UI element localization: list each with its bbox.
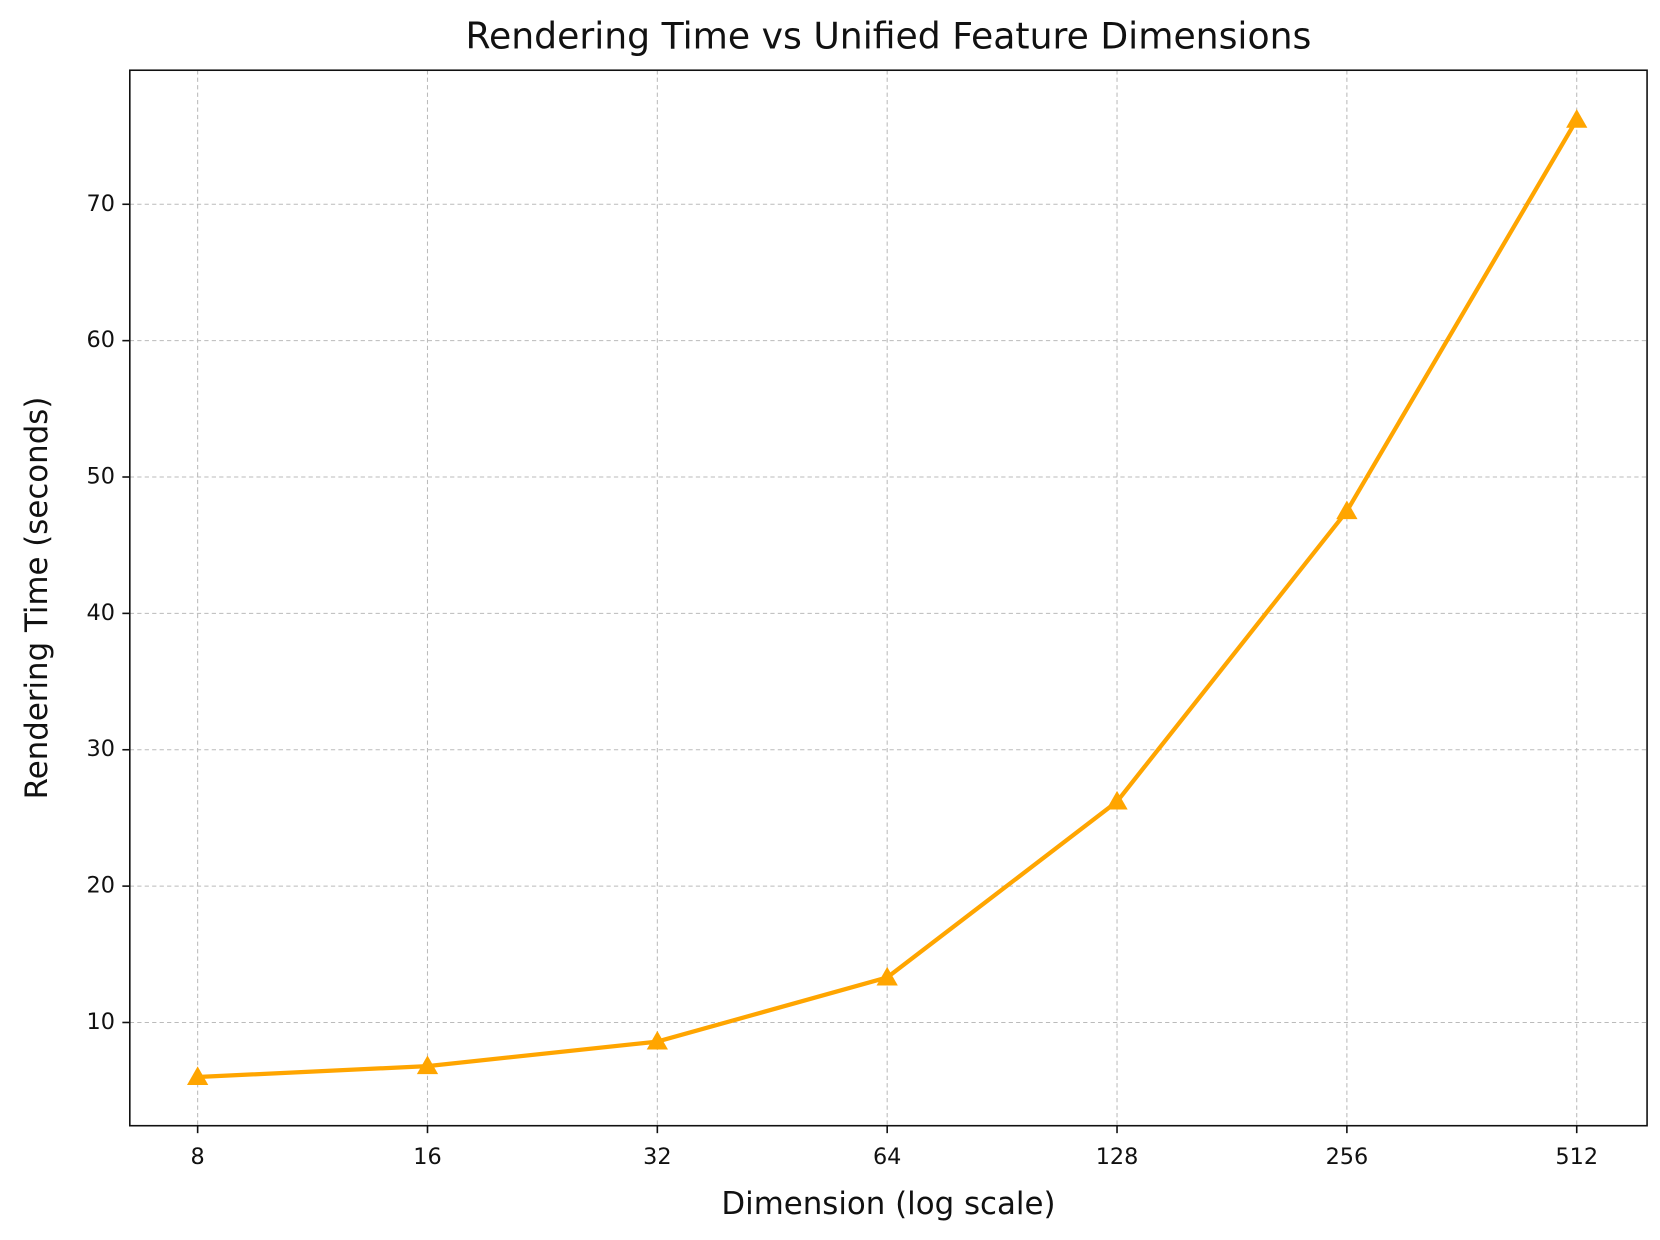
x-tick-label: 128 [1096, 1144, 1139, 1170]
y-tick-label: 20 [86, 873, 114, 899]
y-tick-label: 40 [86, 600, 114, 626]
x-axis-label: Dimension (log scale) [721, 1186, 1055, 1222]
data-point [646, 1030, 668, 1050]
x-tick-label: 64 [873, 1144, 901, 1170]
data-point [187, 1066, 209, 1086]
y-tick-label: 50 [86, 464, 114, 490]
chart-body: Rendering Time vs Unified Feature Dimens… [19, 14, 1648, 1222]
x-tick-label: 32 [643, 1144, 671, 1170]
x-tick-label: 256 [1326, 1144, 1369, 1170]
data-point [416, 1055, 439, 1075]
x-tick-label: 512 [1555, 1144, 1598, 1170]
data-point [876, 966, 898, 986]
data-line [197, 118, 1579, 1080]
chart-title: Rendering Time vs Unified Feature Dimens… [466, 14, 1312, 57]
y-tick-label: 30 [86, 736, 114, 762]
data-point [1106, 790, 1128, 810]
data-point [1336, 500, 1358, 520]
y-tick-label: 60 [86, 327, 114, 353]
x-tick-label: 8 [191, 1144, 205, 1170]
data-point [1566, 109, 1588, 128]
y-axis-label: Rendering Time (seconds) [19, 397, 55, 800]
plot-frame [129, 69, 1648, 1127]
y-tick-label: 10 [86, 1009, 114, 1035]
x-tick-label: 16 [413, 1144, 441, 1170]
y-tick-label: 70 [86, 191, 114, 217]
